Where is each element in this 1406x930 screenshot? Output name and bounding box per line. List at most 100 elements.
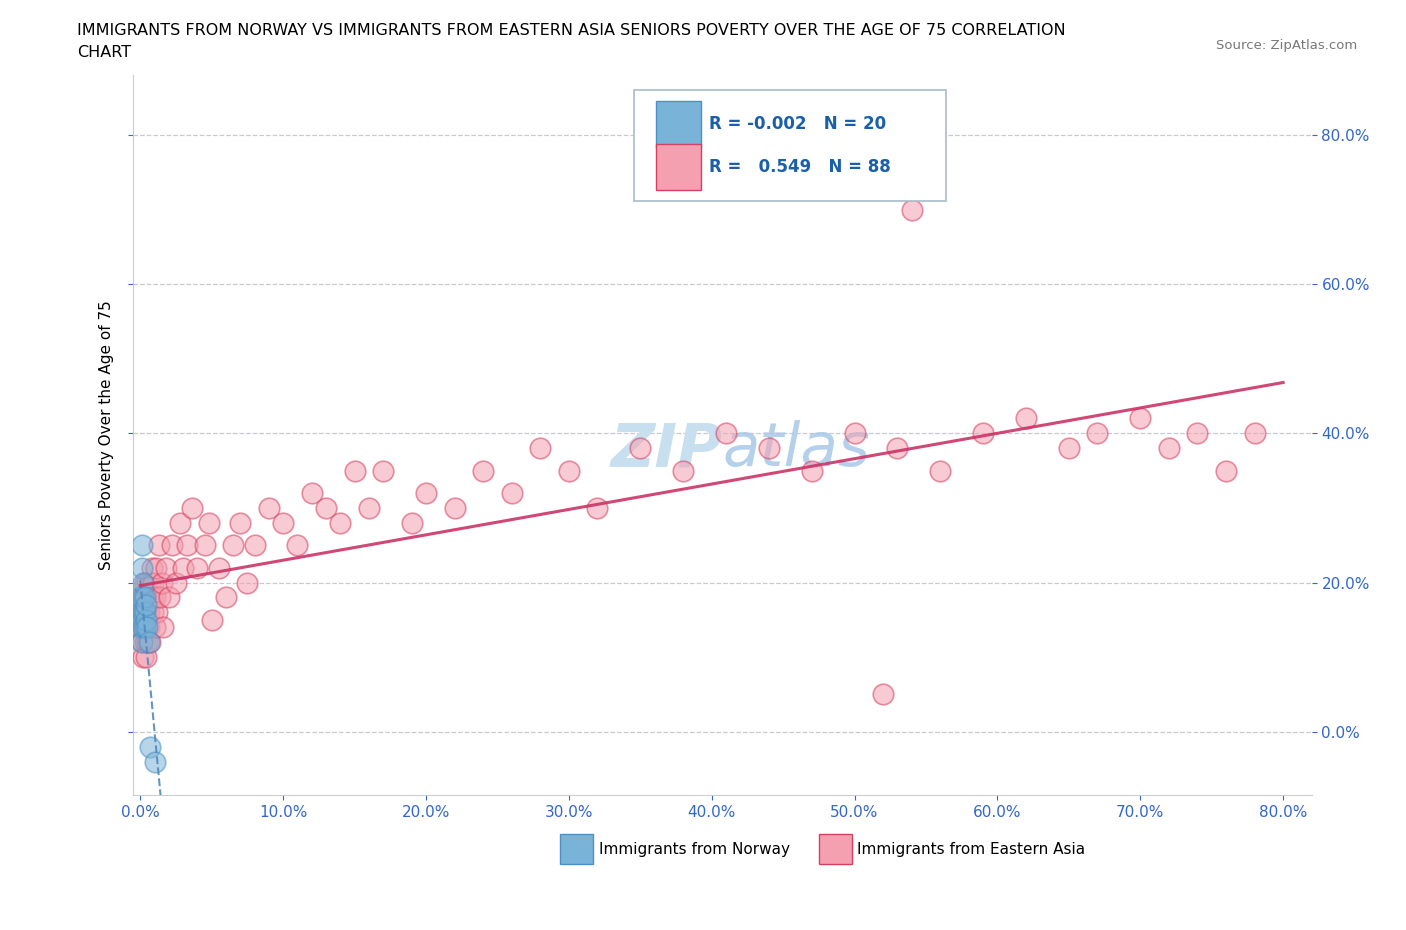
Point — [501, 485, 523, 500]
Point — [586, 500, 609, 515]
Point — [135, 590, 157, 604]
Point — [287, 538, 309, 552]
Point — [1015, 411, 1038, 426]
Point — [134, 604, 156, 619]
Point — [148, 538, 170, 552]
Point — [132, 650, 155, 665]
Point — [236, 575, 259, 590]
Point — [132, 604, 155, 619]
Point — [271, 515, 294, 530]
Point — [146, 604, 169, 619]
Point — [371, 463, 394, 478]
Point — [138, 620, 160, 635]
Point — [132, 620, 155, 635]
Point — [143, 754, 166, 769]
Point — [443, 500, 465, 515]
Point — [136, 604, 159, 619]
Text: atlas: atlas — [723, 420, 870, 479]
Point — [215, 590, 238, 604]
Point — [343, 463, 366, 478]
Point — [131, 590, 153, 604]
Point — [1243, 426, 1265, 441]
Point — [472, 463, 495, 478]
Point — [135, 650, 157, 665]
Point — [142, 604, 165, 619]
Text: CHART: CHART — [77, 45, 131, 60]
Point — [132, 575, 155, 590]
FancyBboxPatch shape — [657, 143, 702, 191]
Point — [357, 500, 380, 515]
Point — [134, 590, 156, 604]
Point — [872, 687, 894, 702]
Point — [558, 463, 581, 478]
Point — [141, 560, 163, 575]
Point — [129, 604, 152, 619]
Point — [136, 620, 159, 635]
Point — [131, 635, 153, 650]
FancyBboxPatch shape — [560, 834, 593, 864]
Point — [155, 560, 177, 575]
Point — [143, 590, 166, 604]
Point — [143, 620, 166, 635]
Text: R = -0.002   N = 20: R = -0.002 N = 20 — [710, 115, 887, 133]
Point — [135, 620, 157, 635]
Point — [139, 635, 162, 650]
Point — [129, 620, 152, 635]
Point — [132, 604, 155, 619]
Y-axis label: Seniors Poverty Over the Age of 75: Seniors Poverty Over the Age of 75 — [100, 300, 114, 570]
Point — [329, 515, 352, 530]
Point — [134, 635, 156, 650]
Point — [138, 635, 160, 650]
Point — [672, 463, 695, 478]
Point — [131, 538, 153, 552]
Point — [886, 441, 908, 456]
Text: ZIP: ZIP — [610, 420, 723, 479]
Point — [1187, 426, 1209, 441]
Text: Source: ZipAtlas.com: Source: ZipAtlas.com — [1216, 39, 1357, 52]
Point — [131, 560, 153, 575]
Point — [243, 538, 266, 552]
Point — [1157, 441, 1180, 456]
Point — [150, 575, 173, 590]
Point — [136, 635, 159, 650]
Point — [145, 560, 167, 575]
Point — [134, 590, 156, 604]
Point — [131, 604, 153, 619]
Point — [229, 515, 252, 530]
Point — [135, 613, 157, 628]
Point — [129, 590, 152, 604]
Point — [929, 463, 952, 478]
Point — [141, 590, 163, 604]
Point — [1087, 426, 1109, 441]
Point — [628, 441, 651, 456]
Point — [142, 575, 165, 590]
Point — [401, 515, 423, 530]
Point — [208, 560, 231, 575]
Point — [132, 620, 155, 635]
Point — [135, 597, 157, 612]
Point — [131, 635, 153, 650]
Point — [149, 590, 172, 604]
Point — [134, 575, 156, 590]
Point — [152, 620, 174, 635]
Point — [139, 739, 162, 754]
Point — [198, 515, 221, 530]
FancyBboxPatch shape — [820, 834, 852, 864]
Point — [165, 575, 187, 590]
Point — [1057, 441, 1080, 456]
Point — [972, 426, 994, 441]
Point — [201, 613, 224, 628]
FancyBboxPatch shape — [634, 90, 946, 202]
Point — [131, 613, 153, 628]
Point — [758, 441, 780, 456]
Point — [301, 485, 323, 500]
Point — [157, 590, 180, 604]
Point — [134, 604, 156, 619]
Point — [1129, 411, 1152, 426]
Text: R =   0.549   N = 88: R = 0.549 N = 88 — [710, 158, 891, 176]
Point — [180, 500, 202, 515]
Point — [138, 590, 160, 604]
Point — [136, 575, 159, 590]
Point — [1215, 463, 1237, 478]
Point — [257, 500, 280, 515]
